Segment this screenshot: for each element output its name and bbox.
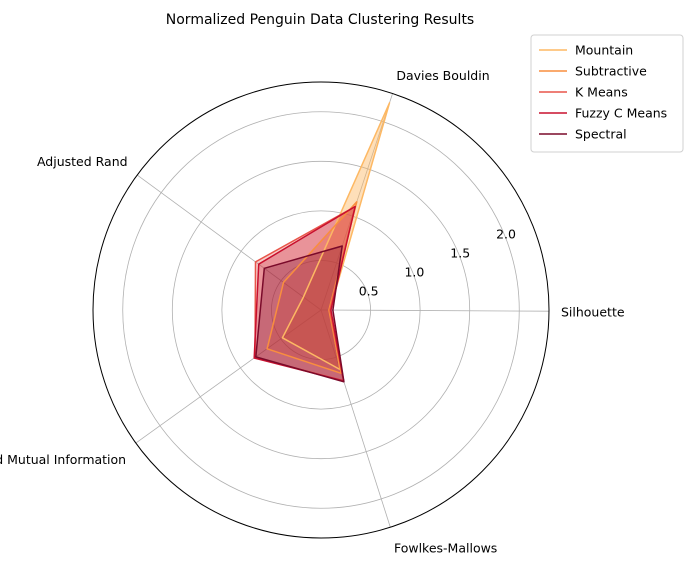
grid-ring-1 (221, 210, 421, 410)
radar-grid (92, 81, 550, 539)
legend-label-3: Fuzzy C Means (575, 106, 667, 121)
grid-spoke-4 (320, 309, 391, 528)
radial-tick-labels: 0.5 1.0 1.5 2.0 (359, 226, 516, 298)
radar-series (253, 102, 391, 383)
grid-spoke-3 (135, 309, 322, 444)
grid-ring-3 (122, 111, 520, 509)
legend-label-0: Mountain (575, 43, 633, 58)
grid-spoke-0 (320, 309, 549, 312)
series-fill-4 (255, 246, 344, 382)
axis-label-2: Adjusted Rand (37, 154, 128, 169)
legend-label-2: K Means (575, 85, 628, 100)
radial-tick-label-3: 2.0 (496, 226, 516, 241)
chart-title: Normalized Penguin Data Clustering Resul… (166, 12, 474, 28)
axis-labels: Silhouette Davies Bouldin Adjusted Rand Nor… (0, 68, 625, 556)
radial-tick-label-0: 0.5 (359, 283, 379, 298)
grid-ring-2 (171, 160, 471, 460)
series-fill-1 (267, 201, 357, 374)
legend-label-1: Subtractive (575, 64, 647, 79)
outer-frame (92, 81, 550, 539)
legend: Mountain Subtractive K Means Fuzzy C Means S… (530, 34, 684, 153)
axis-label-3: Normalized Mutual Information (0, 452, 126, 467)
legend-label-4: Spectral (575, 127, 627, 142)
radial-tick-label-2: 1.5 (450, 245, 470, 260)
legend-frame (530, 34, 684, 153)
axis-label-0: Silhouette (561, 304, 625, 319)
series-line-4 (255, 245, 345, 383)
series-fill-0 (282, 102, 390, 370)
radial-tick-label-1: 1.0 (404, 264, 424, 279)
grid-spoke-2 (137, 174, 322, 311)
axis-label-1: Davies Bouldin (396, 68, 489, 83)
axis-label-4: Fowlkes-Mallows (394, 541, 497, 556)
